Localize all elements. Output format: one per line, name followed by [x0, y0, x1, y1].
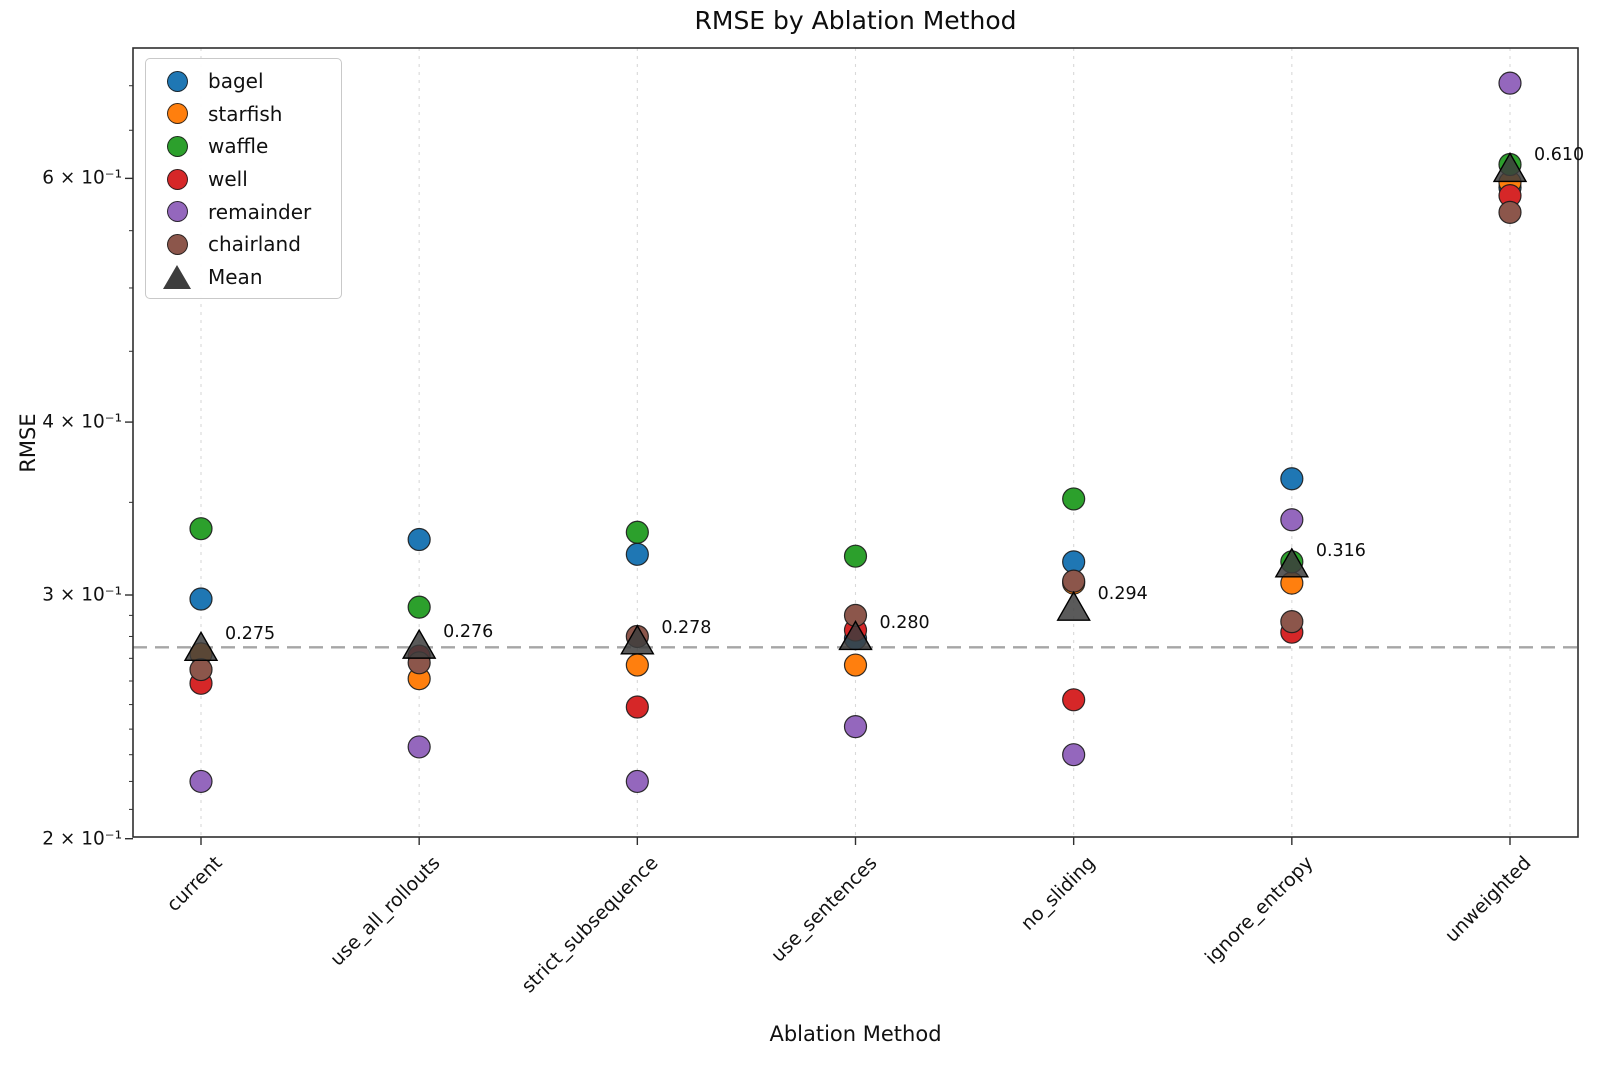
point-remainder-current — [189, 769, 213, 794]
chart-title: RMSE by Ablation Method — [694, 6, 1017, 35]
mean-annotation-0-278: 0.278 — [661, 617, 712, 638]
mean-annotation-0-610: 0.610 — [1534, 145, 1585, 166]
starfish-swatch-circle-icon — [166, 103, 188, 125]
bagel-swatch-circle-icon — [166, 70, 188, 92]
mean-marker-no_sliding — [1056, 590, 1091, 621]
y-tick-label-2×10⁻¹: 2 × 10⁻¹ — [42, 828, 122, 850]
point-starfish-strict_subsequence — [625, 653, 649, 677]
mean-annotation-0-276: 0.276 — [443, 622, 494, 643]
mean-marker-unweighted — [1492, 152, 1528, 183]
legend-item-remainder: remainder — [146, 195, 341, 228]
mean-marker-current — [183, 630, 219, 661]
point-waffle-strict_subsequence — [625, 520, 649, 544]
point-remainder-unweighted — [1498, 71, 1522, 95]
point-bagel-use_all_rollouts — [407, 527, 431, 552]
remainder-swatch-circle-icon — [166, 201, 188, 223]
mean-marker-use_all_rollouts — [401, 628, 437, 659]
y-tick-label-4×10⁻¹: 4 × 10⁻¹ — [42, 411, 122, 433]
legend-swatch-wrap — [146, 135, 208, 157]
point-waffle-use_sentences — [843, 544, 868, 568]
point-starfish-use_sentences — [843, 653, 868, 677]
y-tick-label-6×10⁻¹: 6 × 10⁻¹ — [42, 167, 122, 189]
chairland-swatch-circle-icon — [166, 233, 188, 255]
point-bagel-strict_subsequence — [625, 542, 649, 566]
legend-item-chairland: chairland — [146, 228, 341, 261]
legend-label-starfish: starfish — [208, 101, 283, 126]
point-waffle-current — [189, 517, 213, 541]
point-well-no_sliding — [1062, 688, 1086, 712]
legend-swatch-wrap — [146, 201, 208, 223]
point-chairland-unweighted — [1498, 200, 1522, 224]
mean-annotation-0-316: 0.316 — [1315, 540, 1366, 561]
y-tick-label-3×10⁻¹: 3 × 10⁻¹ — [42, 584, 122, 606]
well-swatch-circle-icon — [166, 168, 188, 190]
legend-swatch-wrap — [146, 168, 208, 190]
legend-swatch-wrap — [146, 233, 208, 255]
point-remainder-use_sentences — [843, 715, 868, 739]
point-remainder-use_all_rollouts — [407, 735, 431, 759]
mean-marker-strict_subsequence — [620, 624, 655, 655]
mean-annotation-0-280: 0.280 — [879, 613, 930, 634]
point-well-strict_subsequence — [625, 695, 649, 719]
legend-label-waffle: waffle — [208, 134, 269, 159]
point-bagel-current — [189, 587, 213, 611]
point-waffle-use_all_rollouts — [407, 595, 431, 619]
legend-item-bagel: bagel — [146, 65, 341, 98]
x-axis-title: Ablation Method — [769, 1022, 942, 1046]
legend-label-remainder: remainder — [208, 199, 312, 224]
mean-marker-ignore_entropy — [1274, 547, 1310, 578]
mean-annotation-0-294: 0.294 — [1097, 584, 1148, 605]
legend-swatch-wrap — [146, 70, 208, 92]
point-bagel-ignore_entropy — [1280, 467, 1304, 491]
legend-label-well: well — [208, 167, 248, 192]
legend: bagel starfish waffle well remainder chairlan… — [145, 58, 342, 300]
legend-item-waffle: waffle — [146, 130, 341, 163]
legend-label-chairland: chairland — [208, 232, 301, 257]
point-remainder-strict_subsequence — [625, 769, 649, 794]
point-chairland-ignore_entropy — [1280, 610, 1304, 634]
legend-item-starfish: starfish — [146, 98, 341, 131]
legend-label-bagel: bagel — [208, 69, 264, 94]
point-waffle-no_sliding — [1062, 487, 1086, 511]
legend-label-mean: Mean — [208, 264, 263, 289]
legend-item-well: well — [146, 163, 341, 196]
mean-marker-use_sentences — [838, 620, 873, 651]
legend-swatch-wrap — [146, 264, 208, 289]
legend-item-mean: Mean — [146, 261, 341, 294]
point-chairland-no_sliding — [1062, 569, 1086, 593]
y-axis-title: RMSE — [16, 413, 40, 473]
mean-swatch-triangle-icon — [163, 264, 191, 289]
point-remainder-ignore_entropy — [1280, 508, 1304, 532]
waffle-swatch-circle-icon — [166, 135, 188, 157]
point-remainder-no_sliding — [1062, 743, 1086, 767]
legend-swatch-wrap — [146, 103, 208, 125]
mean-annotation-0-275: 0.275 — [225, 624, 276, 645]
point-chairland-current — [189, 657, 213, 682]
